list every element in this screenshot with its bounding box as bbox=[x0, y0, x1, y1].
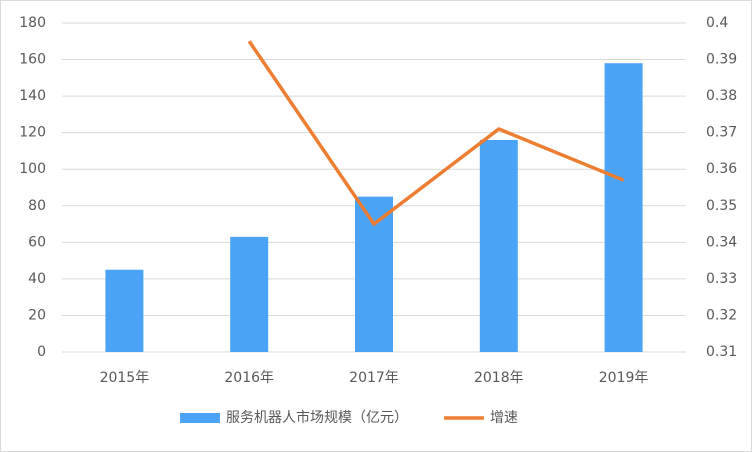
bar bbox=[355, 196, 393, 352]
bar bbox=[105, 269, 144, 352]
legend-label: 服务机器人市场规模（亿元） bbox=[226, 409, 408, 426]
y2-tick-label: 0.31 bbox=[706, 344, 737, 360]
y2-tick-label: 0.37 bbox=[706, 125, 737, 141]
y2-tick-label: 0.34 bbox=[706, 234, 737, 250]
y-tick-label: 80 bbox=[28, 198, 46, 214]
y-tick-label: 180 bbox=[19, 15, 46, 31]
bar bbox=[604, 63, 643, 352]
y2-tick-label: 0.38 bbox=[706, 88, 737, 104]
y2-tick-label: 0.39 bbox=[706, 52, 737, 68]
y-tick-label: 120 bbox=[19, 125, 46, 141]
x-tick-label: 2019年 bbox=[599, 370, 649, 386]
line bbox=[247, 40, 625, 226]
x-tick-label: 2015年 bbox=[100, 370, 150, 386]
legend-swatch bbox=[180, 413, 220, 423]
y-tick-label: 40 bbox=[28, 271, 46, 287]
y-tick-label: 140 bbox=[19, 88, 46, 104]
y2-tick-label: 0.4 bbox=[706, 15, 728, 31]
y-tick-label: 60 bbox=[28, 234, 46, 250]
y-tick-label: 20 bbox=[28, 307, 46, 323]
y-tick-label: 0 bbox=[37, 344, 46, 360]
legend-label: 增速 bbox=[490, 410, 518, 426]
bar bbox=[230, 236, 269, 352]
y2-tick-label: 0.35 bbox=[706, 198, 737, 214]
y-tick-label: 100 bbox=[19, 161, 46, 177]
x-tick-label: 2017年 bbox=[349, 370, 399, 386]
x-tick-label: 2016年 bbox=[224, 370, 274, 386]
x-tick-label: 2018年 bbox=[474, 370, 524, 386]
bar bbox=[479, 139, 518, 352]
y2-tick-label: 0.36 bbox=[706, 161, 737, 177]
y2-tick-label: 0.33 bbox=[706, 271, 737, 287]
y2-tick-label: 0.32 bbox=[706, 307, 737, 323]
y-tick-label: 160 bbox=[19, 52, 46, 68]
